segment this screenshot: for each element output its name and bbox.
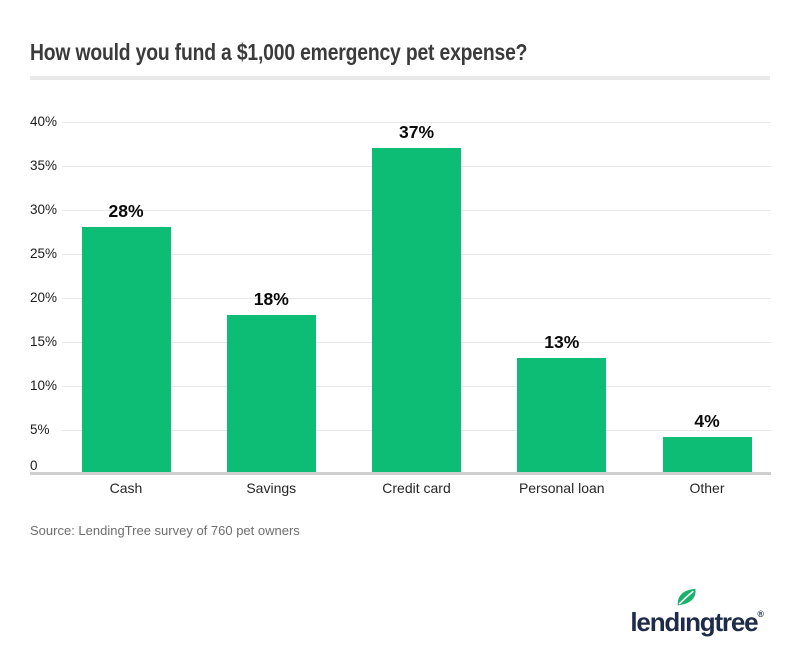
value-label-personal-loan: 13% bbox=[544, 332, 580, 353]
bar-credit-card bbox=[372, 148, 461, 472]
bar-other bbox=[662, 437, 752, 472]
bar-personal-loan bbox=[517, 358, 607, 472]
y-axis-tick-label: 40% bbox=[30, 114, 58, 129]
x-axis-category-label-other: Other bbox=[689, 480, 725, 496]
leaf-icon bbox=[678, 588, 696, 606]
x-axis-category-label-cash: Cash bbox=[109, 480, 143, 496]
y-axis-tick-label: 5% bbox=[30, 422, 50, 437]
y-axis-tick-label: 10% bbox=[30, 378, 58, 393]
lendingtree-logo: lendıngtree® bbox=[630, 588, 764, 639]
source-note: Source: LendingTree survey of 760 pet ow… bbox=[30, 523, 300, 538]
x-axis-baseline bbox=[30, 472, 771, 475]
x-axis-category-label-credit-card: Credit card bbox=[382, 480, 451, 496]
logo-text-post: ngtree bbox=[685, 607, 758, 637]
bar-cash bbox=[81, 227, 171, 472]
bar-savings bbox=[226, 314, 316, 472]
x-axis-category-label-savings: Savings bbox=[246, 480, 297, 496]
y-axis-tick-label: 15% bbox=[30, 334, 58, 349]
registered-mark: ® bbox=[757, 609, 764, 619]
y-axis-tick-label: 30% bbox=[30, 202, 58, 217]
y-axis-tick-label: 0 bbox=[30, 458, 38, 473]
logo-text-i: ı bbox=[679, 607, 686, 637]
bar-chart: 40% 35% 30% 25% 20% 15% 10% 5% 0 28% Cash 18% Saving… bbox=[0, 100, 800, 520]
value-label-savings: 18% bbox=[253, 288, 289, 309]
title-divider bbox=[30, 76, 770, 80]
logo-text-pre: lend bbox=[630, 607, 680, 637]
chart-title: How would you fund a $1,000 emergency pe… bbox=[30, 39, 528, 65]
y-axis-tick-label: 35% bbox=[30, 158, 58, 173]
value-label-cash: 28% bbox=[108, 201, 144, 221]
value-label-other: 4% bbox=[694, 411, 720, 431]
gridline bbox=[62, 122, 771, 123]
value-label-credit-card: 37% bbox=[398, 122, 435, 143]
y-axis-tick-label: 20% bbox=[30, 290, 58, 305]
x-axis-category-label-personal-loan: Personal loan bbox=[518, 480, 605, 496]
y-axis-tick-label: 25% bbox=[30, 246, 58, 261]
